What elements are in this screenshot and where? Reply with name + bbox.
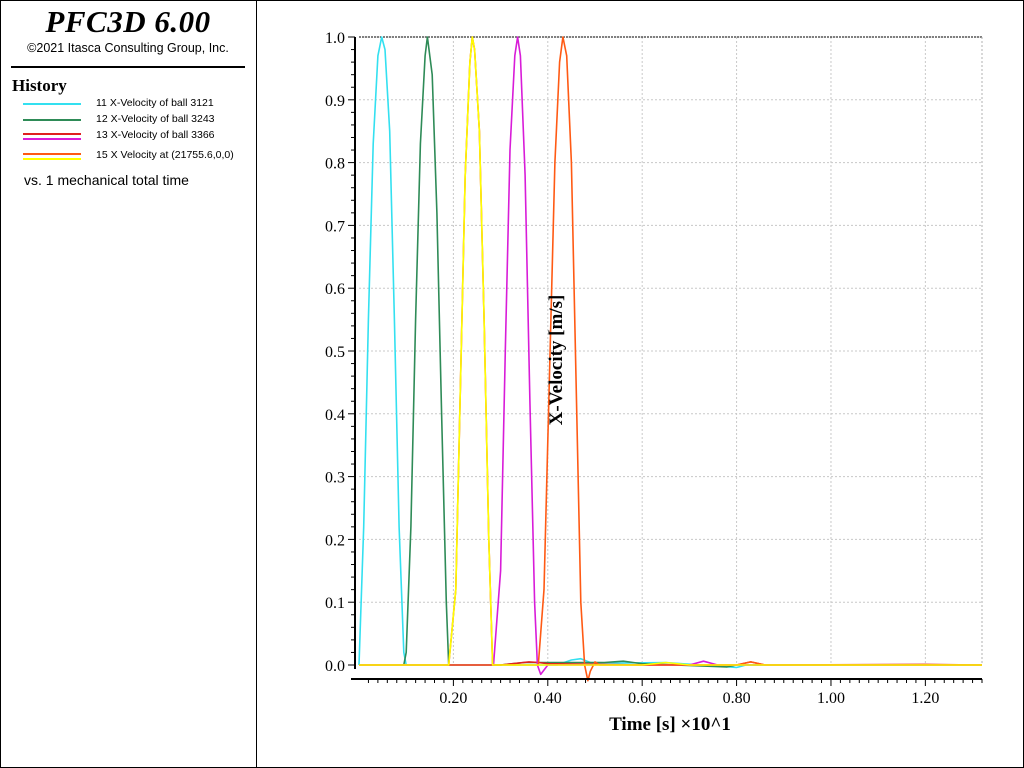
x-tick-label: 1.20 xyxy=(911,690,939,707)
y-axis-label: X-Velocity [m/s] xyxy=(546,295,567,426)
legend-swatch xyxy=(23,103,81,105)
copyright-text: ©2021 Itasca Consulting Group, Inc. xyxy=(27,41,229,55)
chart-grid xyxy=(359,36,983,665)
y-tick-label: 0.1 xyxy=(325,595,345,612)
legend-swatch xyxy=(23,133,81,135)
x-axis-label: Time [s] ×10^1 xyxy=(609,714,731,735)
y-tick-label: 0.9 xyxy=(325,93,345,110)
legend-list: 11 X-Velocity of ball 3121 12 X-Velocity … xyxy=(12,96,252,164)
legend-item: 11 X-Velocity of ball 3121 xyxy=(12,96,252,112)
x-tick-label: 0.80 xyxy=(723,690,751,707)
legend-swatch xyxy=(23,119,81,121)
chart-axes: 0.0 0.1 0.2 0.3 0.4 0.5 0.6 0.7 0.8 0.9 1.0 0.20 0.4… xyxy=(325,30,983,707)
panel-divider xyxy=(256,0,257,768)
y-tick-label: 0.5 xyxy=(325,344,345,361)
vs-label: vs. 1 mechanical total time xyxy=(24,172,189,188)
legend-label: 12 X-Velocity of ball 3243 xyxy=(96,113,215,125)
y-tick-label: 0.6 xyxy=(325,281,345,298)
x-tick-label: 0.60 xyxy=(628,690,656,707)
y-tick-label: 0.4 xyxy=(325,407,345,424)
x-tick-label: 0.20 xyxy=(439,690,467,707)
legend-swatch xyxy=(23,138,81,140)
y-tick-label: 0.3 xyxy=(325,470,345,487)
legend-label: 11 X-Velocity of ball 3121 xyxy=(96,97,214,109)
series-line xyxy=(359,36,982,668)
chart-plot: 0.0 0.1 0.2 0.3 0.4 0.5 0.6 0.7 0.8 0.9 1.0 0.20 0.4… xyxy=(325,30,983,735)
y-tick-label: 0.2 xyxy=(325,532,345,549)
x-tick-label: 0.40 xyxy=(534,690,562,707)
y-tick-label: 0.7 xyxy=(325,218,345,235)
legend-item: 12 X-Velocity of ball 3243 xyxy=(12,112,252,128)
series-line xyxy=(359,36,982,676)
legend-panel: PFC3D 6.00 ©2021 Itasca Consulting Group… xyxy=(0,0,256,768)
legend-label: 15 X Velocity at (21755.6,0,0) xyxy=(96,149,234,161)
header-rule xyxy=(11,66,245,68)
history-heading: History xyxy=(12,76,67,95)
x-tick-label: 1.00 xyxy=(817,690,845,707)
legend-item: 15 X Velocity at (21755.6,0,0) xyxy=(12,148,252,164)
series-line xyxy=(359,36,982,682)
chart-series xyxy=(358,36,983,682)
series-line xyxy=(358,36,982,669)
legend-swatch xyxy=(23,153,81,155)
y-tick-label: 0.0 xyxy=(325,658,345,675)
legend-item: 13 X-Velocity of ball 3366 xyxy=(12,128,252,144)
app-title: PFC3D 6.00 xyxy=(45,4,211,39)
legend-label: 13 X-Velocity of ball 3366 xyxy=(96,129,215,141)
legend-swatch xyxy=(23,158,81,160)
series-line xyxy=(359,36,982,666)
y-tick-label: 0.8 xyxy=(325,156,345,173)
y-tick-label: 1.0 xyxy=(325,30,345,47)
